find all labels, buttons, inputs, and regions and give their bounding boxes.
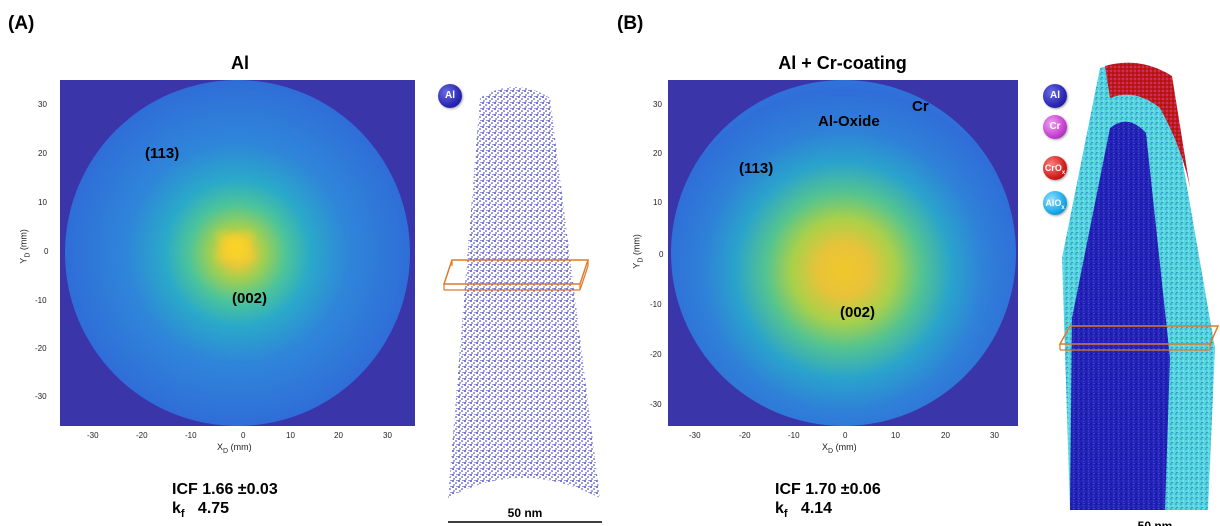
legend-label: Al: [1050, 90, 1060, 101]
legend-ball-crox-b: CrOx: [1043, 156, 1067, 180]
x-tick: 0: [843, 431, 848, 440]
plane-002-label-a: (002): [232, 290, 268, 307]
y-label-unit: (mm): [18, 229, 29, 251]
kf-label-a: k: [172, 500, 181, 517]
x-label-unit: (mm): [230, 442, 252, 452]
legend-label: CrO: [1044, 163, 1062, 173]
tip-core-blue: [1070, 121, 1170, 511]
x-axis-label-b: XD (mm): [822, 442, 857, 455]
x-tick: 30: [383, 431, 392, 440]
icf-block-a: ICF 1.66 ±0.03 kf 4.75: [172, 480, 278, 524]
scale-bar-label-b: 50 nm: [1137, 519, 1173, 526]
kf-sub-b: f: [783, 508, 788, 521]
panel-b-label: (B): [617, 13, 644, 34]
x-tick: -20: [136, 431, 148, 440]
x-label-text: X: [822, 442, 829, 452]
icf-block-b: ICF 1.70 ±0.06 kf 4.14: [775, 480, 881, 524]
x-tick: -30: [689, 431, 701, 440]
y-tick: -20: [650, 350, 662, 359]
legend-sub: x: [1061, 169, 1066, 176]
x-tick: 20: [941, 431, 950, 440]
y-tick: 20: [653, 149, 662, 158]
icf-value-b: ICF 1.70 ±0.06: [775, 481, 881, 498]
y-tick: 30: [38, 100, 47, 109]
y-tick: -30: [35, 392, 47, 401]
y-tick: 30: [653, 100, 662, 109]
y-tick: -30: [650, 400, 662, 409]
plane-113-label-b: (113): [739, 160, 774, 177]
cr-label-b: Cr: [912, 98, 929, 115]
kf-value-a: 4.75: [197, 500, 230, 517]
y-tick: 0: [659, 250, 664, 259]
x-label-unit: (mm): [835, 442, 857, 452]
legend-ball-al-b: Al: [1043, 84, 1067, 108]
x-tick: 10: [891, 431, 900, 440]
y-label-sub: D: [24, 252, 32, 258]
y-label-unit: (mm): [631, 234, 642, 256]
x-tick: 0: [241, 431, 246, 440]
plane-113-label-a: (113): [145, 145, 180, 162]
x-tick: 20: [334, 431, 343, 440]
x-tick: -30: [87, 431, 99, 440]
kf-label-b: k: [775, 500, 784, 517]
panel-a-label: (A): [8, 13, 35, 34]
kf-value-b: 4.14: [800, 500, 833, 517]
y-tick: 10: [653, 198, 662, 207]
x-label-sub: D: [223, 447, 229, 455]
scale-bar-label-a: 50 nm: [507, 506, 543, 520]
icf-value-a: ICF 1.66 ±0.03: [172, 481, 278, 498]
detector-map-a: [60, 80, 415, 426]
oxide-label-b: Al-Oxide: [818, 113, 880, 130]
x-tick: -10: [788, 431, 800, 440]
y-tick: -10: [35, 296, 47, 305]
x-tick: 30: [990, 431, 999, 440]
x-label-text: X: [217, 442, 224, 452]
legend-ball-alox-b: AlOx: [1043, 191, 1067, 215]
x-axis-label-a: XD (mm): [217, 442, 252, 455]
kf-sub-a: f: [180, 508, 185, 521]
tip-cap-red: [1105, 62, 1190, 188]
legend-label: Cr: [1049, 121, 1061, 132]
y-tick: 20: [38, 149, 47, 158]
y-label-sub: D: [637, 257, 645, 263]
panel-a-title: Al: [231, 53, 249, 73]
y-label-text: Y: [631, 262, 642, 269]
legend-label: AlO: [1045, 198, 1062, 208]
legend-sub: x: [1061, 204, 1065, 211]
x-tick: -10: [185, 431, 197, 440]
detector-disc-b: [671, 80, 1016, 426]
kf-row-b: kf 4.14: [775, 499, 881, 524]
y-tick: 10: [38, 198, 47, 207]
detector-map-b: [668, 80, 1018, 426]
y-tick: 0: [44, 247, 49, 256]
plane-002-label-b: (002): [840, 304, 876, 321]
y-axis-label-a: YD (mm): [19, 221, 32, 271]
x-tick: -20: [739, 431, 751, 440]
y-axis-label-b: YD (mm): [632, 226, 645, 276]
x-tick: 10: [286, 431, 295, 440]
y-label-text: Y: [18, 257, 29, 264]
tip-body-a: [448, 87, 600, 498]
y-tick: -20: [35, 344, 47, 353]
legend-ball-al-a: Al: [438, 84, 462, 108]
kf-row-a: kf 4.75: [172, 499, 278, 524]
x-label-sub: D: [828, 447, 834, 455]
legend-label: Al: [445, 90, 455, 101]
y-tick: -10: [650, 300, 662, 309]
legend-ball-cr-b: Cr: [1043, 115, 1067, 139]
panel-b-title: Al + Cr-coating: [778, 53, 907, 73]
apt-tip-a: [442, 87, 602, 523]
apt-tip-b: [1058, 62, 1220, 511]
